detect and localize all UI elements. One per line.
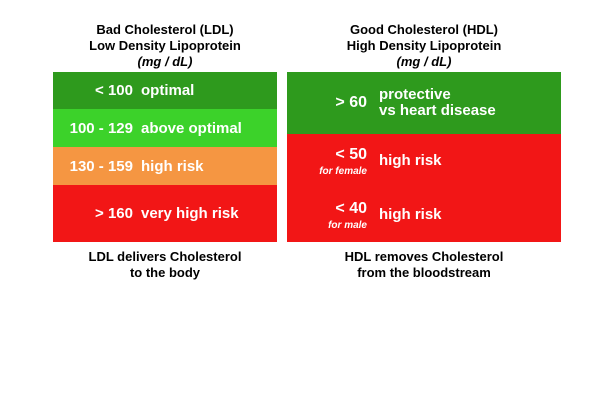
hdl-footer-line: HDL removes Cholesterol xyxy=(344,249,504,264)
hdl-row-label: protective xyxy=(379,86,451,103)
hdl-footer: HDL removes Cholesterol from the bloodst… xyxy=(287,249,561,281)
ldl-row-value: < 100 xyxy=(95,82,133,99)
hdl-row-note: for female xyxy=(319,165,367,177)
hdl-panel: Good Cholesterol (HDL) High Density Lipo… xyxy=(287,22,561,281)
hdl-header: Good Cholesterol (HDL) High Density Lipo… xyxy=(287,22,561,72)
ldl-table: < 100 optimal 100 - 129 above optimal 13… xyxy=(53,72,277,242)
hdl-row-label: high risk xyxy=(379,206,442,223)
hdl-row-protective: > 60 protective vs heart disease xyxy=(287,72,561,134)
ldl-row-high-risk: 130 - 159 high risk xyxy=(53,147,277,185)
ldl-row-above-optimal: 100 - 129 above optimal xyxy=(53,109,277,147)
ldl-row-value: 130 - 159 xyxy=(69,157,133,175)
ldl-subtitle: Low Density Lipoprotein xyxy=(89,38,241,53)
ldl-panel: Bad Cholesterol (LDL) Low Density Lipopr… xyxy=(53,22,277,281)
ldl-row-label: high risk xyxy=(141,157,204,175)
hdl-row-male: < 40 for male high risk xyxy=(287,188,561,242)
ldl-row-value: > 160 xyxy=(95,205,133,222)
hdl-unit: (mg / dL) xyxy=(396,54,452,69)
hdl-row-value: < 50 xyxy=(335,145,367,163)
hdl-row-female: < 50 for female high risk xyxy=(287,134,561,188)
ldl-unit: (mg / dL) xyxy=(137,54,193,69)
ldl-row-optimal: < 100 optimal xyxy=(53,72,277,109)
ldl-row-label: optimal xyxy=(141,82,195,99)
ldl-row-very-high-risk: > 160 very high risk xyxy=(53,185,277,242)
hdl-footer-line: from the bloodstream xyxy=(357,265,491,280)
hdl-row-label: vs heart disease xyxy=(379,102,496,119)
hdl-row-note: for male xyxy=(328,219,367,231)
ldl-footer: LDL delivers Cholesterol to the body xyxy=(53,249,277,281)
hdl-row-label: high risk xyxy=(379,152,442,169)
ldl-row-label: very high risk xyxy=(141,205,239,222)
ldl-footer-line: to the body xyxy=(129,265,201,280)
ldl-row-label: above optimal xyxy=(141,119,242,137)
ldl-footer-line: LDL delivers Cholesterol xyxy=(88,249,242,264)
hdl-table: > 60 protective vs heart disease < 50 fo… xyxy=(287,72,561,242)
hdl-row-value: > 60 xyxy=(335,94,367,111)
hdl-title: Good Cholesterol (HDL) xyxy=(349,22,499,37)
ldl-row-value: 100 - 129 xyxy=(69,119,133,137)
ldl-header: Bad Cholesterol (LDL) Low Density Lipopr… xyxy=(53,22,277,72)
ldl-title: Bad Cholesterol (LDL) xyxy=(96,22,234,37)
hdl-row-value: < 40 xyxy=(335,199,367,217)
hdl-subtitle: High Density Lipoprotein xyxy=(346,38,502,53)
